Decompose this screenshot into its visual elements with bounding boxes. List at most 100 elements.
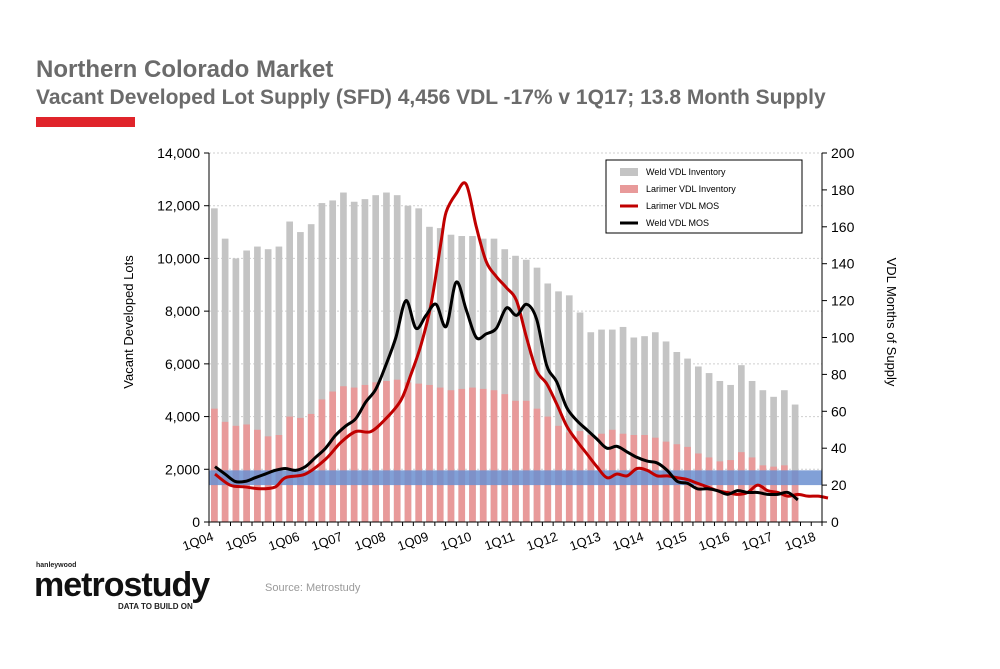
weld-bar [501,249,509,523]
weld-bar [340,192,347,523]
x-tick-label: 1Q12 [525,529,560,554]
y-right-tick-label: 200 [831,145,855,161]
y-axis-right-label: VDL Months of Supply [884,258,899,387]
y-right-tick-label: 100 [831,330,855,346]
legend-label: Weld VDL Inventory [646,167,726,177]
y-left-tick-label: 2,000 [165,461,200,477]
weld-bar [770,396,777,522]
logo-wordmark: metrostudy [34,566,210,604]
larimer-bar [372,382,380,522]
y-right-tick-label: 80 [831,366,847,382]
larimer-vdl-mos-line [214,181,829,500]
weld-bar [673,351,681,522]
legend-box [605,159,803,234]
weld-bar [544,283,552,522]
larimer-bar [469,387,476,522]
larimer-bar [426,384,433,522]
larimer-bar [415,383,423,522]
weld-bar [479,238,487,523]
weld-bar [576,312,584,522]
weld-bar [297,232,304,523]
x-tick-label: 1Q07 [309,529,344,554]
source-note: Source: Metrostudy [265,582,361,594]
y-left-tick-label: 6,000 [165,356,200,372]
x-tick-label: 1Q18 [783,529,818,554]
page-title: Northern Colorado Market [36,56,334,83]
weld-bar [372,195,380,522]
x-tick-label: 1Q17 [740,529,775,554]
legend-label: Weld VDL MOS [646,218,709,228]
logo-tagline: DATA TO BUILD ON [118,602,193,611]
larimer-bar [350,387,358,522]
larimer-bar [738,452,745,522]
weld-bar [694,366,702,522]
axes: 0 2,000 4,000 6,000 8,000 10,000 12,000 14,000 0… [157,145,854,554]
larimer-bar [522,400,530,522]
y-right-tick-label: 160 [831,219,855,235]
metrostudy-logo: hanleywood metrostudy DATA TO BUILD ON [34,562,244,612]
weld-bar [738,365,745,522]
weld-bar [254,246,261,522]
larimer-bar [512,400,519,522]
y-left-tick-label: 8,000 [165,303,200,319]
weld-bar [512,255,519,523]
larimer-bar [329,391,337,522]
y-right-tick-label: 20 [831,477,847,493]
weld-bar [641,336,648,522]
weld-bar [587,332,595,522]
larimer-bar [383,380,390,522]
x-tick-label: 1Q11 [482,529,516,554]
x-tick-label: 1Q04 [180,529,215,554]
weld-bar [404,205,412,522]
weld-bar [662,341,670,522]
weld-bar [286,221,293,522]
larimer-bar [490,390,498,522]
logo-hanleywood: hanleywood [36,562,77,569]
larimer-bar [436,387,444,522]
larimer-bar [458,388,466,522]
weld-bar [716,380,724,522]
weld-bar [684,358,691,522]
larimer-bar [404,382,412,522]
weld-bar [598,329,605,522]
y-right-tick-label: 0 [831,514,839,530]
x-tick-label: 1Q13 [568,529,603,554]
reference-band [209,470,822,486]
legend-label: Larimer VDL Inventory [646,184,736,194]
weld-bar [415,208,423,522]
y-left-tick-label: 14,000 [157,145,200,161]
weld-bar [318,203,326,523]
weld-bar [469,236,476,522]
weld-bar [436,228,444,522]
y-left-tick-label: 10,000 [157,250,200,266]
larimer-bar [479,388,487,522]
larimer-bar [727,460,734,522]
weld-bar [630,337,638,522]
weld-bar [329,200,337,522]
weld-bar [490,238,498,523]
larimer-bar [501,394,509,522]
y-left-tick-label: 12,000 [157,198,200,214]
legend-swatch [620,185,638,193]
weld-bar [619,326,627,522]
larimer-bar [393,379,401,522]
x-tick-label: 1Q14 [611,529,646,554]
larimer-bar [307,413,315,522]
weld-bar [426,226,433,523]
larimer-bar [544,416,552,522]
y-right-tick-label: 140 [831,256,855,272]
page-subtitle: Vacant Developed Lot Supply (SFD) 4,456 … [36,86,826,109]
weld-bar [221,238,229,523]
larimer-bar [340,386,347,522]
weld-bar [275,246,283,522]
weld-bar [791,404,799,522]
y-right-tick-label: 180 [831,182,855,198]
y-right-tick-label: 120 [831,293,855,309]
x-tick-label: 1Q08 [352,529,387,554]
weld-bar [533,267,541,522]
weld-bar [651,332,659,522]
weld-bar [727,384,734,522]
y-left-tick-label: 0 [192,514,200,530]
weld-bar [759,390,767,522]
weld-bar [350,201,358,522]
